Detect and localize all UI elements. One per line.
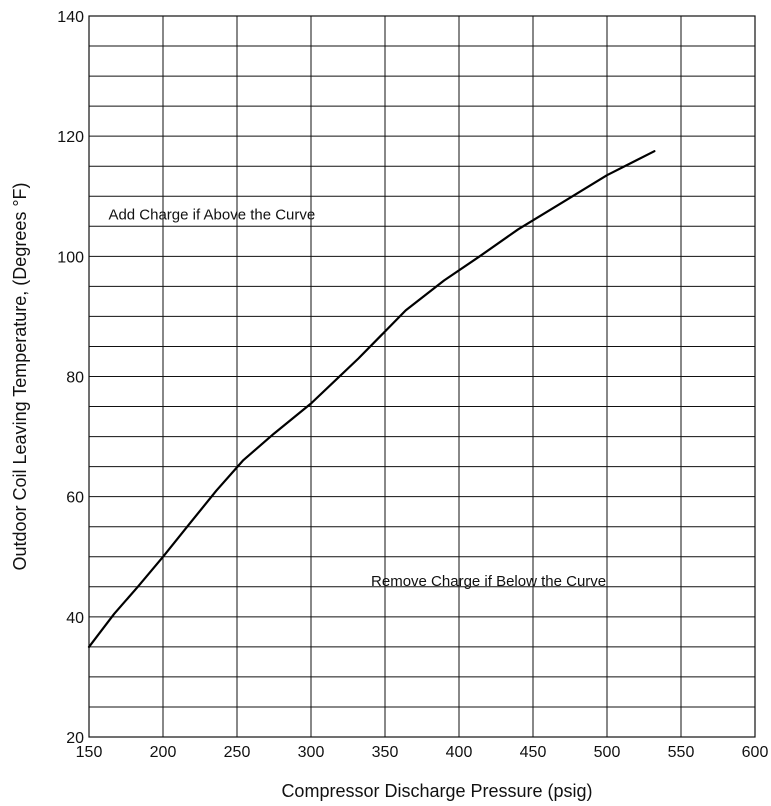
y-tick-label: 100	[57, 249, 84, 266]
y-tick-label: 120	[57, 129, 84, 146]
grid	[89, 16, 755, 737]
y-tick-label: 60	[66, 490, 84, 507]
y-tick-label: 20	[66, 730, 84, 747]
x-tick-label: 600	[742, 744, 769, 761]
x-tick-label: 550	[668, 744, 695, 761]
y-tick-label: 80	[66, 370, 84, 387]
y-axis-title: Outdoor Coil Leaving Temperature, (Degre…	[10, 182, 30, 570]
x-tick-label: 500	[594, 744, 621, 761]
x-tick-label: 450	[520, 744, 547, 761]
x-tick-label: 150	[76, 744, 103, 761]
x-tick-label: 350	[372, 744, 399, 761]
x-tick-label: 300	[298, 744, 325, 761]
x-tick-label: 400	[446, 744, 473, 761]
annotation-add-charge: Add Charge if Above the Curve	[108, 206, 315, 223]
y-tick-label: 140	[57, 9, 84, 26]
y-tick-label: 40	[66, 610, 84, 627]
x-tick-label: 200	[150, 744, 177, 761]
annotation-remove-charge: Remove Charge if Below the Curve	[371, 573, 606, 590]
x-tick-label: 250	[224, 744, 251, 761]
tick-labels: 150 200 250 300 350 400 450 500 550 600 20 40 60 80 10…	[57, 9, 768, 761]
plot-frame	[88, 15, 756, 738]
series-line	[87, 150, 656, 648]
x-axis-title: Compressor Discharge Pressure (psig)	[281, 781, 592, 801]
